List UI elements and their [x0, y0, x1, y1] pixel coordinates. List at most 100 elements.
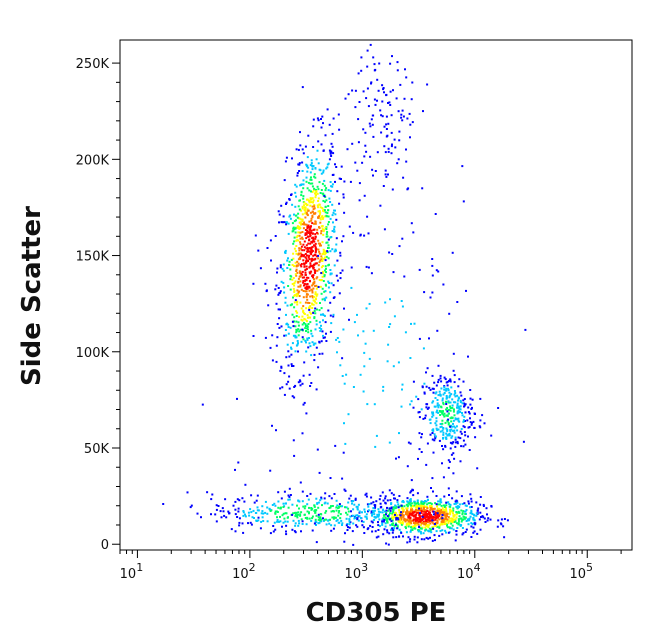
event-point — [303, 204, 306, 207]
event-point — [388, 251, 391, 254]
event-point — [358, 101, 361, 103]
event-point — [429, 433, 432, 436]
event-point — [306, 510, 309, 513]
event-point — [310, 229, 313, 232]
event-point — [347, 526, 349, 529]
event-point — [300, 253, 303, 256]
event-point — [313, 269, 316, 271]
event-point — [452, 401, 455, 404]
event-point — [436, 512, 439, 515]
event-point — [372, 501, 375, 504]
event-point — [398, 520, 401, 523]
event-point — [336, 351, 338, 354]
event-point — [317, 200, 320, 202]
event-point — [277, 491, 280, 494]
event-point — [328, 197, 331, 200]
event-point — [284, 296, 287, 299]
event-point — [244, 483, 247, 486]
event-point — [382, 508, 385, 511]
event-point — [282, 502, 285, 505]
event-point — [309, 211, 312, 214]
event-point — [398, 245, 401, 248]
y-tick-label: 0 — [101, 538, 109, 553]
event-point — [331, 174, 334, 176]
event-point — [383, 510, 386, 513]
event-point — [279, 387, 282, 390]
event-point — [284, 249, 287, 252]
event-point — [306, 338, 309, 341]
event-point — [443, 376, 446, 379]
event-point — [451, 398, 454, 401]
event-point — [434, 539, 436, 542]
event-point — [445, 395, 448, 397]
event-point — [456, 404, 459, 407]
event-point — [452, 430, 455, 432]
event-point — [456, 429, 459, 432]
event-point — [480, 516, 482, 518]
event-point — [278, 213, 281, 216]
event-point — [304, 301, 307, 304]
event-point — [294, 299, 297, 302]
event-point — [417, 517, 419, 520]
event-point — [320, 328, 323, 331]
event-point — [304, 253, 307, 255]
event-point — [289, 217, 292, 220]
event-point — [306, 324, 309, 327]
event-point — [304, 145, 307, 148]
event-point — [482, 516, 485, 519]
event-point — [304, 318, 307, 321]
event-point — [314, 222, 317, 225]
event-point — [369, 155, 372, 158]
event-point — [449, 405, 452, 408]
event-point — [316, 502, 319, 505]
event-point — [451, 521, 454, 524]
event-point — [266, 512, 269, 515]
event-point — [256, 494, 259, 497]
event-point — [338, 340, 341, 343]
event-point — [435, 391, 438, 394]
event-point — [486, 519, 489, 522]
event-point — [339, 505, 342, 508]
event-point — [356, 313, 358, 316]
event-point — [318, 226, 320, 229]
event-point — [449, 503, 452, 506]
event-point — [294, 250, 297, 253]
event-point — [305, 307, 308, 310]
event-point — [324, 134, 327, 137]
event-point — [421, 385, 424, 388]
event-point — [322, 314, 325, 316]
event-point — [331, 230, 334, 232]
event-point — [329, 506, 332, 509]
event-point — [447, 459, 450, 462]
event-point — [447, 423, 450, 426]
event-point — [423, 291, 426, 294]
event-point — [322, 228, 325, 231]
event-point — [303, 401, 306, 404]
event-point — [311, 335, 314, 338]
event-point — [325, 523, 328, 526]
event-point — [449, 401, 452, 404]
event-point — [330, 524, 333, 527]
event-point — [318, 341, 321, 344]
event-point — [305, 268, 308, 270]
event-point — [320, 272, 323, 274]
event-point — [402, 115, 405, 118]
event-point — [431, 508, 433, 511]
event-point — [322, 199, 325, 202]
event-point — [389, 298, 391, 301]
event-point — [394, 513, 396, 516]
event-point — [302, 338, 305, 341]
event-point — [315, 188, 317, 191]
event-point — [445, 531, 447, 534]
event-point — [385, 93, 388, 96]
event-point — [435, 435, 437, 438]
event-point — [357, 519, 360, 522]
event-point — [427, 524, 430, 527]
event-point — [278, 317, 281, 320]
event-point — [419, 505, 422, 508]
event-point — [307, 328, 309, 331]
event-point — [295, 329, 298, 332]
event-point — [387, 122, 390, 125]
event-point — [314, 520, 317, 523]
event-point — [295, 295, 298, 298]
